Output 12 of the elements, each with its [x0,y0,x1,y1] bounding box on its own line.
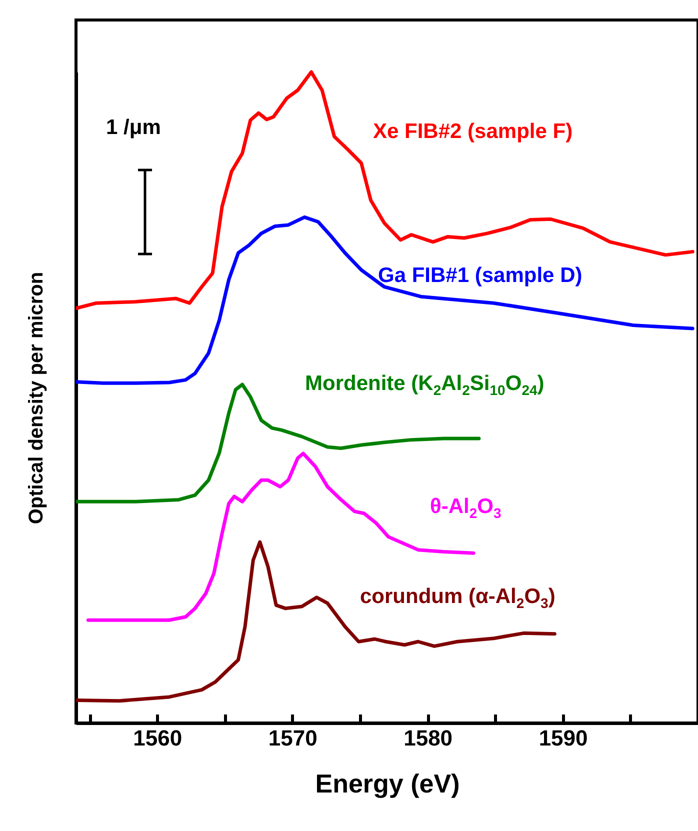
annotation: 1 /μm [106,116,161,140]
x-tick-label: 1570 [268,726,318,750]
series-label: corundum (α-Al$_{2}$O$_{3}$) [360,584,556,612]
x-axis-title: Energy (eV) [315,768,460,798]
text: Mordenite (K$_{2}$Al$_{2}$Si$_{10}$O$_{24}$) [305,372,544,398]
series-label: Xe FIB#2 (sample F) [373,120,573,144]
series-label: Ga FIB#1 (sample D) [378,264,582,288]
x-tick-label: 1580 [404,726,453,750]
x-tick-label: 1590 [538,726,588,750]
series-label: θ-Al$_{2}$O$_{3}$ [430,494,502,522]
x-tick-label: 1560 [133,726,182,750]
y-axis-title: Optical density per micron [26,272,48,524]
